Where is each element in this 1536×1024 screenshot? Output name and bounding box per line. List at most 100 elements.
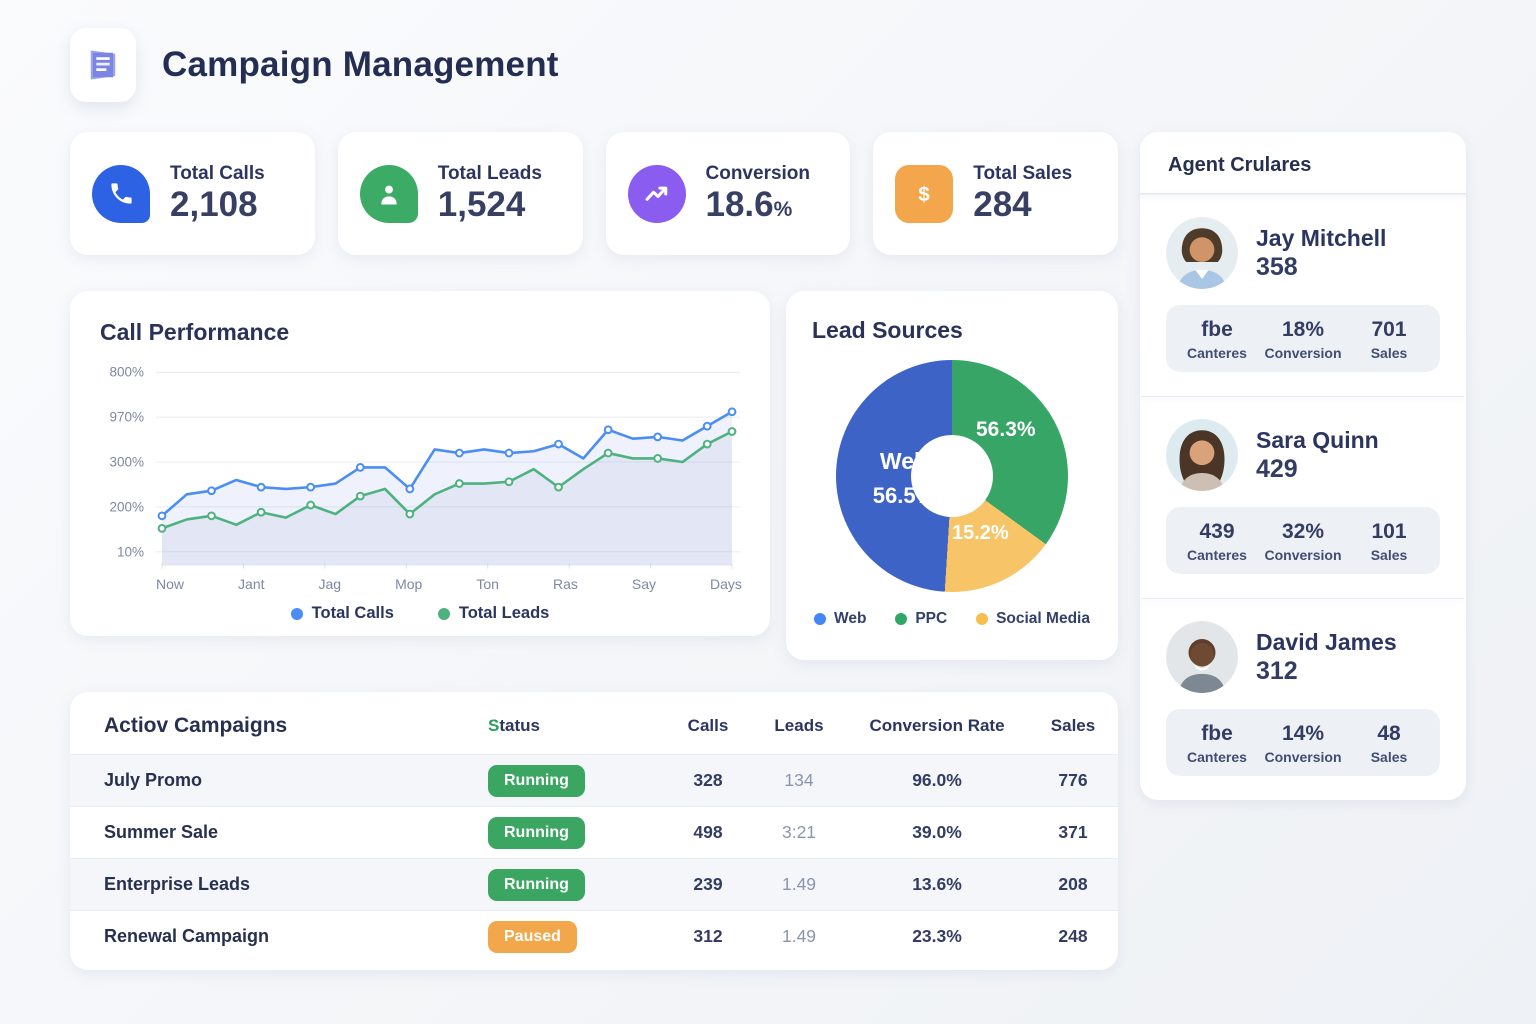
stat-label: Canteres: [1187, 547, 1247, 563]
stat-label: Canteres: [1187, 749, 1247, 765]
status-badge: Running: [488, 868, 585, 901]
svg-text:$: $: [919, 182, 931, 205]
leads-value: 1.49: [781, 874, 817, 894]
legend-item-social-media: Social Media: [976, 610, 1090, 628]
legend-label: PPC: [915, 610, 948, 627]
sales-value: 208: [1058, 874, 1088, 894]
agents-panel: Agent Crulares Jay Mitchell 358 fbe Cante…: [1140, 132, 1466, 800]
legend-label: Web: [834, 610, 867, 627]
column-status: Status: [488, 716, 540, 735]
stat-card-total-sales: $ Total Sales 284: [873, 132, 1118, 255]
app-header: Campaign Management: [70, 28, 1536, 102]
stat-card-total-calls: Total Calls 2,108: [70, 132, 315, 255]
stat-label: Conversion: [705, 163, 811, 185]
agent-stats: 439 Canteres 32% Conversion 101 Sales: [1166, 507, 1440, 574]
agents-panel-title: Agent Crulares: [1168, 154, 1312, 176]
stat-label: Conversion: [1264, 749, 1342, 765]
agent-number: 312: [1256, 656, 1298, 685]
stat-value: 14%: [1281, 722, 1325, 745]
conversion-value: 23.3%: [912, 926, 962, 946]
stat-value: 48: [1377, 722, 1401, 745]
legend-dot-social: [976, 613, 989, 625]
donut-legend: Web PPC Social Media: [812, 610, 1092, 628]
stat-value: 32%: [1281, 520, 1325, 543]
legend-item-total-calls: Total Calls: [290, 604, 394, 623]
campaign-name: Summer Sale: [104, 822, 219, 842]
legend-label: Social Media: [996, 610, 1090, 627]
column-sales: Sales: [1050, 716, 1096, 735]
column-leads: Leads: [774, 716, 824, 735]
line-chart: 800% 970% 300% 200% 10%: [100, 362, 740, 572]
y-tick: 800%: [109, 364, 144, 380]
leads-value: 1.49: [781, 926, 817, 946]
legend-dot-green: [437, 607, 450, 620]
donut-hole: [911, 435, 993, 517]
y-tick: 970%: [109, 409, 144, 425]
stat-value: 284: [973, 185, 1032, 225]
campaigns-table-header: Actiov Campaigns Status Calls Leads Conv…: [70, 698, 1118, 754]
agent-stats: fbe Canteres 18% Conversion 701 Sales: [1166, 305, 1440, 372]
sales-value: 776: [1058, 770, 1088, 790]
stat-value: 101: [1371, 520, 1407, 543]
campaign-name: Enterprise Leads: [104, 874, 251, 894]
agent-number: 358: [1256, 252, 1298, 281]
stat-label: Sales: [1370, 749, 1408, 765]
x-tick: Jag: [318, 576, 342, 592]
y-tick: 300%: [109, 454, 144, 470]
status-badge: Running: [488, 816, 585, 849]
column-conversion-rate: Conversion Rate: [869, 716, 1005, 735]
legend-dot-web: [814, 613, 826, 625]
x-tick: Mop: [395, 576, 423, 592]
agent-card-david-james[interactable]: David James 312 fbe Canteres 14% Conversio…: [1140, 599, 1466, 800]
dashboard-page: Campaign Management Total Calls 2,108: [70, 28, 1536, 970]
table-row[interactable]: Renewal Campaign Paused 312 1.49 23.3% 2…: [70, 910, 1118, 962]
stat-label: Conversion: [1264, 547, 1342, 563]
stat-label: Sales: [1370, 547, 1408, 563]
stat-value: 2,108: [170, 185, 258, 225]
avatar: [1166, 621, 1238, 693]
avatar: [1166, 217, 1238, 289]
legend-item-web: Web: [814, 610, 866, 628]
call-performance-title: Call Performance: [100, 319, 290, 345]
calls-value: 239: [693, 874, 723, 894]
agent-name: David James: [1256, 629, 1397, 656]
conversion-value: 39.0%: [912, 822, 962, 842]
agent-stats: fbe Canteres 14% Conversion 48 Sales: [1166, 709, 1440, 776]
stat-label: Total Calls: [170, 163, 265, 185]
y-axis-labels: 800% 970% 300% 200% 10%: [100, 362, 156, 572]
table-row[interactable]: Enterprise Leads Running 239 1.49 13.6% …: [70, 858, 1118, 910]
status-badge: Paused: [488, 920, 577, 953]
x-tick: Days: [710, 576, 742, 592]
calls-value: 498: [693, 822, 723, 842]
stat-label: Conversion: [1264, 345, 1342, 361]
table-row[interactable]: July Promo Running 328 134 96.0% 776: [70, 754, 1118, 806]
page-title: Campaign Management: [162, 45, 559, 84]
agent-card-jay-mitchell[interactable]: Jay Mitchell 358 fbe Canteres 18% Conversi…: [1140, 195, 1466, 396]
table-row[interactable]: Summer Sale Running 498 3:21 39.0% 371: [70, 806, 1118, 858]
status-badge: Running: [488, 764, 585, 797]
stat-value: 18%: [1281, 318, 1325, 341]
campaign-document-icon: [90, 50, 116, 80]
line-chart-legend: Total Calls Total Leads: [100, 604, 740, 623]
conversion-value: 96.0%: [912, 770, 962, 790]
stat-value: fbe: [1201, 722, 1233, 745]
stat-value: fbe: [1201, 318, 1233, 341]
sales-value: 248: [1058, 926, 1088, 946]
stat-label: Total Sales: [973, 163, 1073, 185]
column-calls: Calls: [687, 716, 729, 735]
trend-up-icon: [627, 164, 686, 223]
line-chart-plot: [156, 371, 740, 569]
dollar-icon: $: [895, 164, 954, 223]
stats-row: Total Calls 2,108 Total Leads 1,524: [70, 132, 1118, 255]
lead-sources-title: Lead Sources: [812, 317, 963, 343]
conversion-value: 13.6%: [912, 874, 962, 894]
donut-chart: Web 56.5% 56.3% 15.2%: [836, 360, 1068, 592]
x-tick: Jant: [238, 576, 265, 592]
phone-icon: [92, 164, 150, 223]
leads-value: 134: [784, 770, 814, 790]
active-campaigns-card: Actiov Campaigns Status Calls Leads Conv…: [70, 692, 1118, 970]
x-tick: Ras: [552, 576, 578, 592]
agent-card-sara-quinn[interactable]: Sara Quinn 429 439 Canteres 32% Conversion…: [1140, 397, 1466, 598]
sales-value: 371: [1058, 822, 1088, 842]
stat-card-total-leads: Total Leads 1,524: [337, 132, 583, 255]
